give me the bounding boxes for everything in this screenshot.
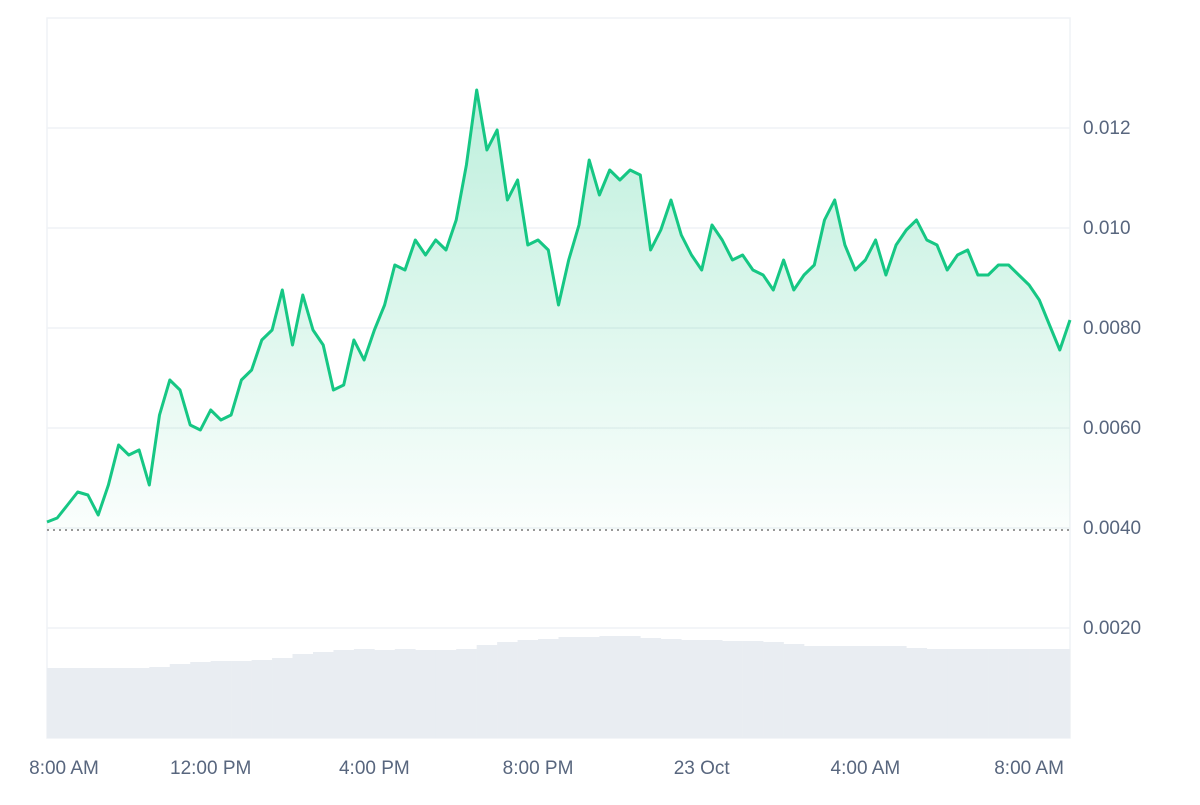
volume-bar [435,650,457,738]
y-tick-label: 0.0080 [1083,318,1141,339]
volume-bar [967,649,989,738]
volume-bar [578,637,600,738]
volume-bar [1029,649,1050,738]
volume-bar [558,637,580,738]
volume-bar [701,640,723,738]
volume-bar [87,668,109,738]
volume-bar [292,654,314,738]
volume-bar [210,661,232,738]
volume-bar [722,641,743,738]
volume-bar [844,646,866,738]
volume-bar [108,668,130,738]
volume-bar [763,642,784,738]
price-line [46,88,1072,524]
y-tick-label: 0.0040 [1083,518,1141,539]
volume-bar [272,658,293,738]
volume-bar [190,662,211,738]
x-tick-label: 8:00 AM [994,758,1064,779]
volume-bar [353,649,375,738]
volume-bar [640,638,662,738]
volume-bar [476,645,498,738]
volume-bar [67,668,89,738]
x-tick-label: 4:00 PM [339,758,410,779]
volume-bar [251,660,273,738]
volume-bar [497,642,518,738]
y-tick-label: 0.010 [1083,218,1131,239]
volume-bar [231,661,252,738]
volume-bar [926,649,948,738]
volume-bar [742,641,764,738]
volume-bar [681,640,703,738]
x-tick-label: 8:00 AM [29,758,99,779]
volume-bar [660,639,682,738]
volume-bar [865,646,887,738]
volume-bar [517,640,539,738]
y-tick-label: 0.0020 [1083,618,1141,639]
volume-bar [988,649,1009,738]
volume-bar [824,646,846,738]
volume-bar [374,650,396,738]
volume-bar [415,650,437,738]
y-tick-label: 0.012 [1083,118,1131,139]
price-area [47,90,1070,530]
y-tick-label: 0.0060 [1083,418,1141,439]
volume-bar [783,644,805,738]
volume-bar [128,668,150,738]
volume-bar [947,649,968,738]
volume-bar [312,652,334,738]
volume-bar [149,667,171,738]
volume-bar [394,649,416,738]
x-tick-label: 4:00 AM [831,758,901,779]
volume-bar [456,649,477,738]
volume-bar [333,650,355,738]
volume-bar [885,646,907,738]
x-tick-label: 12:00 PM [170,758,251,779]
volume-bar [169,664,191,738]
volume-bar [1049,649,1071,738]
volume-bar [804,646,825,738]
volume-bar [538,639,559,738]
x-tick-label: 8:00 PM [503,758,574,779]
volume-bar [47,668,68,738]
volume-bar [1008,649,1030,738]
volume-bar [619,636,641,738]
volume-bar [599,636,621,738]
volume-bar [906,648,928,738]
x-tick-label: 23 Oct [674,758,731,779]
